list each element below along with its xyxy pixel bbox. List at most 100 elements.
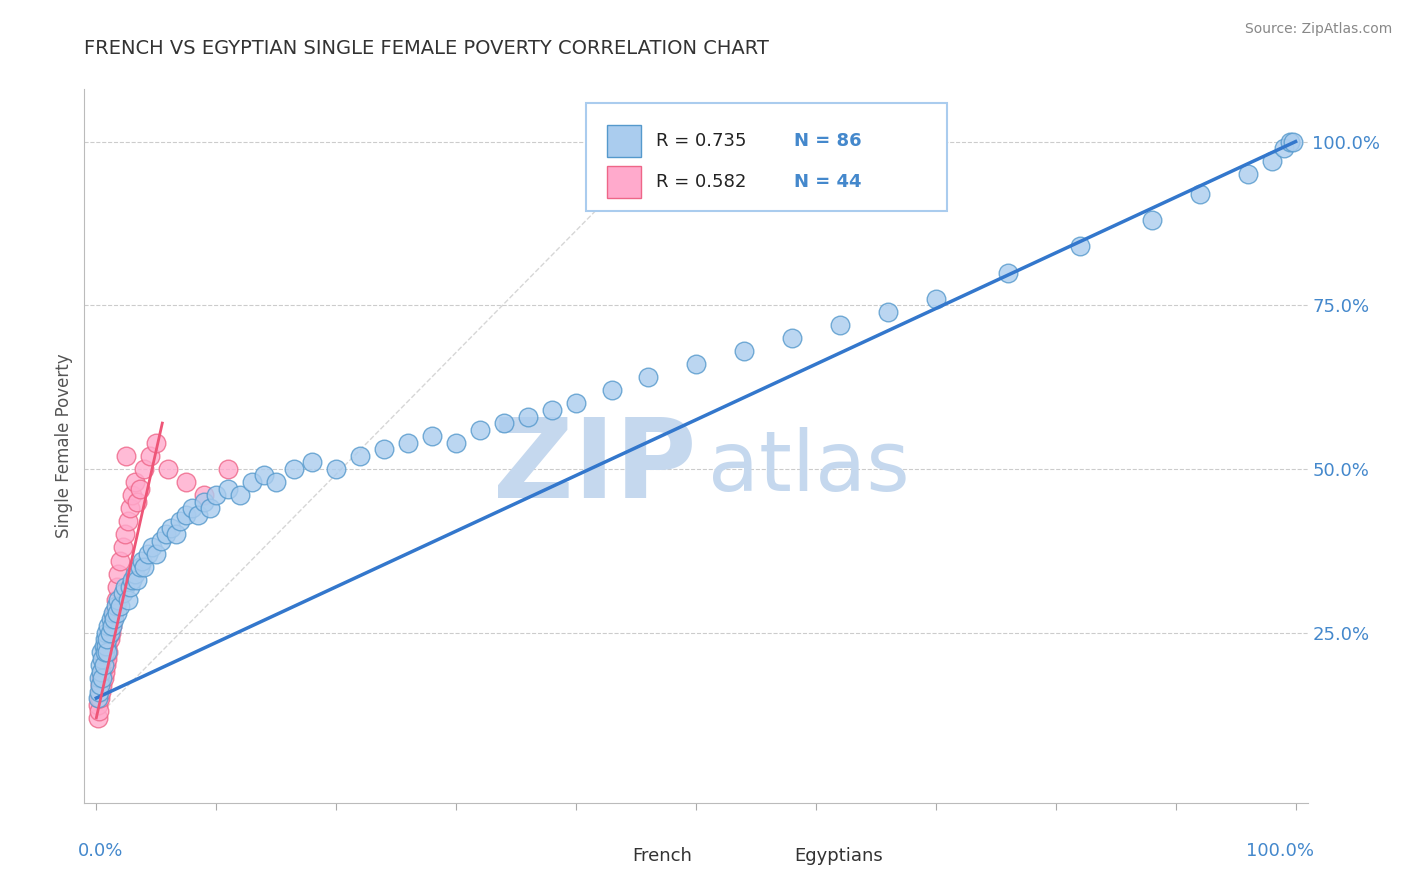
Point	[517, 409, 540, 424]
Point	[90, 645, 112, 659]
Point	[103, 606, 125, 620]
Point	[187, 508, 209, 522]
Text: Source: ZipAtlas.com: Source: ZipAtlas.com	[1244, 22, 1392, 37]
Point	[174, 475, 197, 489]
Point	[229, 488, 252, 502]
Point	[105, 606, 128, 620]
Point	[174, 508, 197, 522]
Text: FRENCH VS EGYPTIAN SINGLE FEMALE POVERTY CORRELATION CHART: FRENCH VS EGYPTIAN SINGLE FEMALE POVERTY…	[84, 39, 769, 58]
Point	[91, 672, 114, 686]
Point	[124, 566, 146, 581]
Point	[128, 560, 150, 574]
Point	[301, 455, 323, 469]
Point	[96, 645, 118, 659]
Point	[114, 580, 136, 594]
Point	[93, 632, 115, 647]
Point	[101, 619, 124, 633]
Point	[128, 482, 150, 496]
Point	[101, 612, 124, 626]
Point	[1260, 154, 1282, 169]
Point	[90, 672, 112, 686]
Point	[89, 684, 111, 698]
Point	[94, 625, 117, 640]
Point	[100, 625, 122, 640]
Point	[86, 711, 108, 725]
Point	[94, 658, 117, 673]
Point	[89, 678, 111, 692]
Text: 100.0%: 100.0%	[1246, 842, 1313, 860]
Point	[100, 612, 122, 626]
Point	[600, 384, 623, 398]
Point	[93, 645, 115, 659]
Point	[193, 488, 215, 502]
Point	[925, 292, 948, 306]
Point	[157, 462, 180, 476]
Point	[145, 435, 167, 450]
Text: 0.0%: 0.0%	[79, 842, 124, 860]
Point	[117, 514, 139, 528]
Point	[87, 691, 110, 706]
Bar	[606, 125, 641, 157]
Point	[349, 449, 371, 463]
Point	[86, 698, 108, 712]
Point	[93, 652, 115, 666]
Bar	[751, 844, 782, 869]
Point	[110, 599, 132, 614]
Point	[637, 370, 659, 384]
Point	[86, 691, 108, 706]
Text: Egyptians: Egyptians	[794, 847, 883, 865]
Point	[107, 566, 129, 581]
Point	[685, 357, 707, 371]
Point	[105, 580, 128, 594]
Point	[118, 501, 141, 516]
Point	[97, 645, 120, 659]
Point	[134, 560, 156, 574]
Point	[127, 573, 149, 587]
Point	[541, 403, 564, 417]
Point	[136, 547, 159, 561]
Point	[1188, 186, 1211, 201]
Bar	[606, 166, 641, 198]
FancyBboxPatch shape	[586, 103, 946, 211]
Point	[104, 599, 127, 614]
Point	[117, 592, 139, 607]
Text: N = 44: N = 44	[794, 173, 862, 191]
Point	[111, 586, 134, 600]
Point	[103, 612, 125, 626]
Point	[1272, 141, 1295, 155]
Point	[169, 514, 191, 528]
Point	[94, 645, 117, 659]
Point	[111, 541, 134, 555]
Point	[141, 541, 163, 555]
Point	[101, 606, 124, 620]
Point	[1282, 135, 1305, 149]
Point	[733, 344, 755, 359]
Point	[89, 691, 111, 706]
Point	[118, 580, 141, 594]
Point	[997, 266, 1019, 280]
Point	[444, 435, 467, 450]
Point	[97, 619, 120, 633]
Point	[134, 462, 156, 476]
Point	[828, 318, 851, 332]
Text: atlas: atlas	[709, 427, 910, 508]
Point	[107, 592, 129, 607]
Point	[193, 494, 215, 508]
Point	[90, 665, 112, 679]
Text: R = 0.735: R = 0.735	[655, 132, 747, 150]
Point	[155, 527, 177, 541]
Point	[1069, 239, 1091, 253]
Point	[91, 652, 114, 666]
Point	[181, 501, 204, 516]
Text: N = 86: N = 86	[794, 132, 862, 150]
Point	[96, 652, 118, 666]
Point	[96, 639, 118, 653]
Point	[240, 475, 263, 489]
Point	[325, 462, 347, 476]
Point	[93, 658, 115, 673]
Point	[104, 592, 127, 607]
Point	[200, 501, 222, 516]
Text: R = 0.582: R = 0.582	[655, 173, 747, 191]
Point	[93, 639, 115, 653]
Point	[96, 632, 118, 647]
